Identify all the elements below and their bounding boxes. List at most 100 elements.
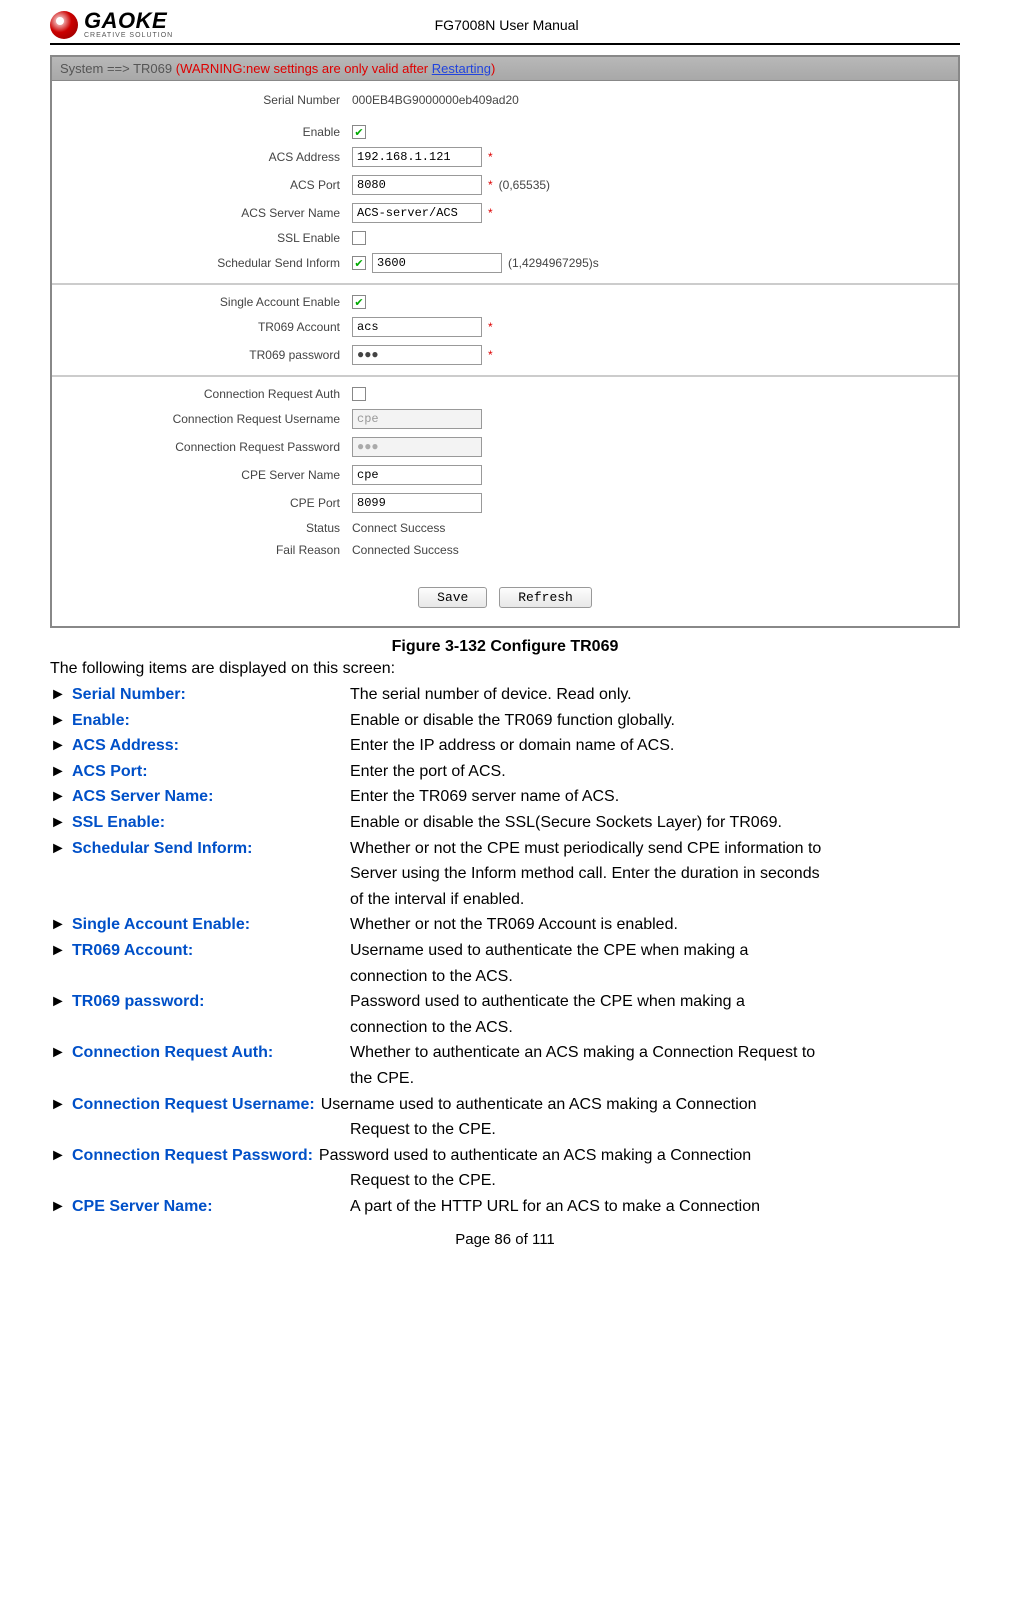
definition-row: ►CPE Server Name:A part of the HTTP URL … [50, 1194, 960, 1220]
definition-term: ACS Server Name: [72, 784, 350, 810]
conn-user-input[interactable] [352, 409, 482, 429]
enable-checkbox[interactable]: ✔ [352, 125, 366, 139]
page-footer: Page 86 of 111 [50, 1231, 960, 1248]
acs-address-label: ACS Address [52, 150, 352, 164]
ssl-enable-label: SSL Enable [52, 231, 352, 245]
definition-desc: Enter the port of ACS. [350, 759, 960, 785]
tr069-account-label: TR069 Account [52, 320, 352, 334]
definition-desc: Username used to authenticate an ACS mak… [321, 1092, 960, 1118]
arrow-icon: ► [50, 1143, 72, 1169]
definition-row: ►ACS Server Name:Enter the TR069 server … [50, 784, 960, 810]
definition-term: Connection Request Username: [72, 1092, 321, 1118]
definition-list: ►Serial Number:The serial number of devi… [50, 682, 960, 1219]
acs-address-input[interactable] [352, 147, 482, 167]
conn-user-label: Connection Request Username [52, 412, 352, 426]
definition-desc: Password used to authenticate the CPE wh… [350, 989, 960, 1015]
tr069-account-input[interactable] [352, 317, 482, 337]
definition-term: SSL Enable: [72, 810, 350, 836]
definition-desc: Enter the IP address or domain name of A… [350, 733, 960, 759]
arrow-icon: ► [50, 1194, 72, 1220]
definition-row: ►SSL Enable:Enable or disable the SSL(Se… [50, 810, 960, 836]
definition-row: ►Schedular Send Inform:Whether or not th… [50, 836, 960, 862]
acs-server-input[interactable] [352, 203, 482, 223]
definition-term: CPE Server Name: [72, 1194, 350, 1220]
arrow-icon: ► [50, 989, 72, 1015]
definition-row: ►Connection Request Password:Password us… [50, 1143, 960, 1169]
cpe-port-input[interactable] [352, 493, 482, 513]
definition-desc: Whether or not the CPE must periodically… [350, 836, 960, 862]
arrow-icon: ► [50, 733, 72, 759]
arrow-icon: ► [50, 759, 72, 785]
conn-auth-label: Connection Request Auth [52, 387, 352, 401]
logo-icon [50, 11, 78, 39]
logo-sub-text: CREATIVE SOLUTION [84, 32, 173, 39]
separator [52, 283, 958, 285]
arrow-icon: ► [50, 1040, 72, 1066]
definition-desc: The serial number of device. Read only. [350, 682, 960, 708]
status-value: Connect Success [352, 521, 445, 535]
definition-row: ►TR069 password:Password used to authent… [50, 989, 960, 1015]
definition-desc: Enter the TR069 server name of ACS. [350, 784, 960, 810]
arrow-icon: ► [50, 682, 72, 708]
schedular-checkbox[interactable]: ✔ [352, 256, 366, 270]
definition-row: ►ACS Port:Enter the port of ACS. [50, 759, 960, 785]
definition-row: ►Connection Request Username:Username us… [50, 1092, 960, 1118]
schedular-label: Schedular Send Inform [52, 256, 352, 270]
separator-2 [52, 375, 958, 377]
definition-term: Single Account Enable: [72, 912, 350, 938]
definition-continuation: Server using the Inform method call. Ent… [50, 861, 960, 887]
cpe-server-input[interactable] [352, 465, 482, 485]
conn-pwd-input[interactable]: ●●● [352, 437, 482, 457]
definition-row: ►Single Account Enable:Whether or not th… [50, 912, 960, 938]
definition-desc: Password used to authenticate an ACS mak… [319, 1143, 960, 1169]
definition-continuation: of the interval if enabled. [50, 887, 960, 913]
tr069-password-label: TR069 password [52, 348, 352, 362]
cpe-port-label: CPE Port [52, 496, 352, 510]
logo: GAOKE CREATIVE SOLUTION [50, 10, 173, 39]
arrow-icon: ► [50, 810, 72, 836]
refresh-button[interactable]: Refresh [499, 587, 592, 608]
definition-term: Enable: [72, 708, 350, 734]
definition-row: ►Enable:Enable or disable the TR069 func… [50, 708, 960, 734]
definition-term: Connection Request Password: [72, 1143, 319, 1169]
definition-term: Schedular Send Inform: [72, 836, 350, 862]
single-account-checkbox[interactable]: ✔ [352, 295, 366, 309]
definition-term: TR069 Account: [72, 938, 350, 964]
tr069-password-input[interactable]: ●●● [352, 345, 482, 365]
definition-continuation: connection to the ACS. [50, 1015, 960, 1041]
definition-desc: Enable or disable the SSL(Secure Sockets… [350, 810, 960, 836]
arrow-icon: ► [50, 708, 72, 734]
definition-row: ►TR069 Account:Username used to authenti… [50, 938, 960, 964]
definition-desc: Username used to authenticate the CPE wh… [350, 938, 960, 964]
intro-text: The following items are displayed on thi… [50, 660, 960, 678]
definition-term: Connection Request Auth: [72, 1040, 350, 1066]
arrow-icon: ► [50, 938, 72, 964]
restart-link[interactable]: Restarting [432, 61, 491, 76]
definition-term: ACS Port: [72, 759, 350, 785]
config-screenshot: System ==> TR069 (WARNING:new settings a… [50, 55, 960, 628]
ssl-enable-checkbox[interactable] [352, 231, 366, 245]
fail-reason-label: Fail Reason [52, 543, 352, 557]
serial-number-value: 000EB4BG9000000eb409ad20 [352, 93, 519, 107]
page-header: GAOKE CREATIVE SOLUTION FG7008N User Man… [50, 10, 960, 45]
save-button[interactable]: Save [418, 587, 487, 608]
arrow-icon: ► [50, 836, 72, 862]
enable-label: Enable [52, 125, 352, 139]
figure-caption: Figure 3-132 Configure TR069 [50, 638, 960, 656]
schedular-input[interactable] [372, 253, 502, 273]
arrow-icon: ► [50, 1092, 72, 1118]
definition-term: ACS Address: [72, 733, 350, 759]
acs-port-input[interactable] [352, 175, 482, 195]
definition-row: ►Connection Request Auth:Whether to auth… [50, 1040, 960, 1066]
conn-auth-checkbox[interactable] [352, 387, 366, 401]
logo-main-text: GAOKE [84, 10, 173, 32]
definition-desc: Whether or not the TR069 Account is enab… [350, 912, 960, 938]
definition-continuation: Request to the CPE. [50, 1117, 960, 1143]
breadcrumb-bar: System ==> TR069 (WARNING:new settings a… [52, 57, 958, 81]
document-title: FG7008N User Manual [435, 17, 579, 33]
definition-row: ►ACS Address:Enter the IP address or dom… [50, 733, 960, 759]
definition-continuation: connection to the ACS. [50, 964, 960, 990]
fail-reason-value: Connected Success [352, 543, 459, 557]
definition-continuation: the CPE. [50, 1066, 960, 1092]
status-label: Status [52, 521, 352, 535]
